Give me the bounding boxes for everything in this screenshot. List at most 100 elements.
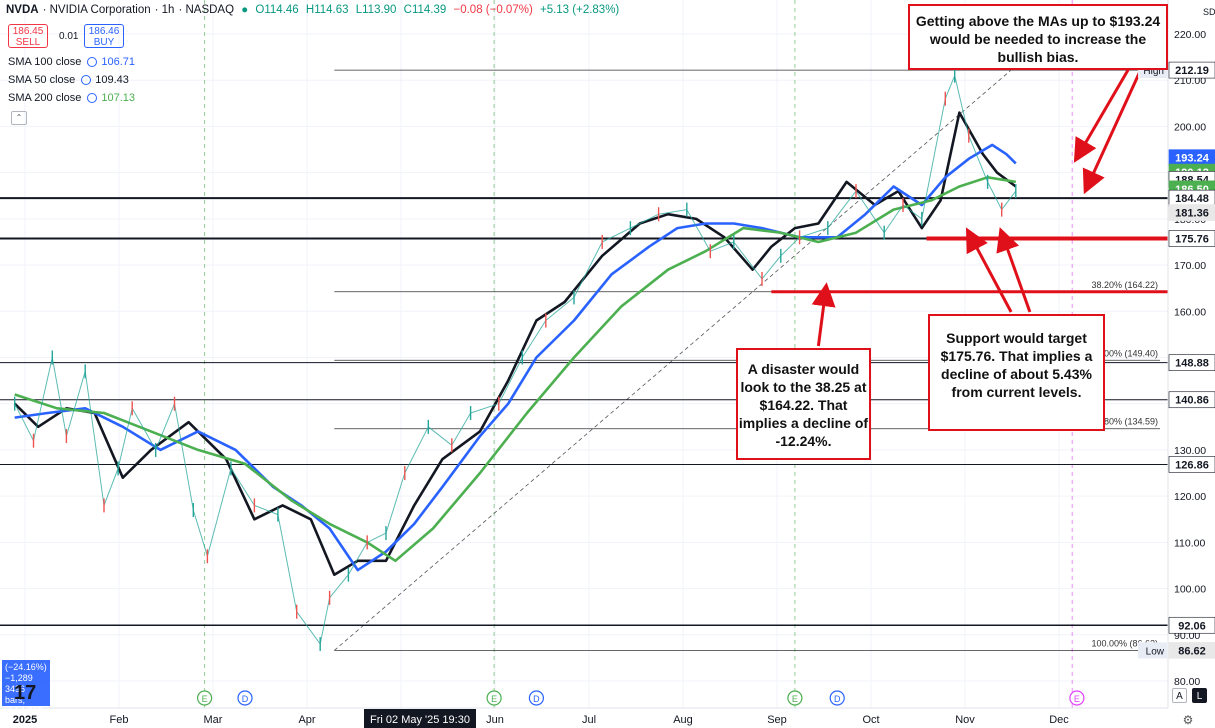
- event-marker-icon: [237, 690, 253, 706]
- visibility-icon[interactable]: [87, 57, 98, 67]
- time-tick-label: 2025: [13, 714, 37, 726]
- indicator-value: 106.71: [101, 56, 136, 68]
- price-axis-tag: [1168, 61, 1215, 79]
- time-tick-label: Mar: [204, 714, 223, 726]
- price-axis-value: 86.62: [1178, 645, 1206, 657]
- time-tick-label: Dec: [1049, 714, 1069, 726]
- settings-gear-icon: ⚙: [1183, 713, 1194, 727]
- price-axis-value: 148.88: [1175, 358, 1209, 370]
- stats-change: (−24.16%) −1,289: [5, 662, 47, 683]
- chart-legend: NVDA · NVIDIA Corporation · 1h · NASDAQ ● O…: [6, 4, 620, 16]
- indicator-label: SMA 100 close: [8, 56, 82, 68]
- price-axis-value: 126.86: [1175, 459, 1209, 471]
- range-stats-box: (−24.16%) −1,289 3496 bars, Vol 4.268: [2, 660, 50, 716]
- event-marker-icon: [829, 690, 845, 706]
- fib-trend-line: [334, 69, 1012, 651]
- price-tick-label: 160.00: [1174, 306, 1206, 318]
- interval-label[interactable]: 1h: [161, 4, 175, 16]
- indicator-sma-50[interactable]: SMA 50 close 109.43: [8, 74, 129, 86]
- event-marker-letter: E: [1074, 694, 1080, 704]
- annotation-disaster: A disaster would look to the 38.25 at $1…: [736, 348, 871, 460]
- market-status-icon: ●: [241, 4, 249, 16]
- price-note-bg: [1138, 642, 1167, 659]
- time-tick-label: Jun: [486, 714, 504, 726]
- time-tick-label: Aug: [673, 714, 693, 726]
- price-axis-value: 140.86: [1175, 395, 1209, 407]
- price-axis-tag: [1168, 354, 1215, 371]
- stats-volume: Vol 4.268: [5, 706, 43, 716]
- visibility-icon[interactable]: [87, 93, 98, 103]
- auto-scale-button[interactable]: A: [1172, 688, 1187, 703]
- price-tick-label: 200.00: [1174, 121, 1206, 133]
- series-layer: [13, 68, 1017, 652]
- time-tick-label: Feb: [110, 714, 129, 726]
- indicator-sma-100[interactable]: SMA 100 close 106.71: [8, 56, 135, 68]
- price-axis-tag: [1168, 230, 1215, 247]
- indicator-sma-200[interactable]: SMA 200 close 107.13: [8, 92, 135, 104]
- price-axis-tag: [1168, 204, 1215, 221]
- price-axis-value: 92.06: [1178, 620, 1206, 632]
- price-tick-label: 110.00: [1174, 537, 1205, 549]
- stats-bars: 3496 bars,: [5, 684, 26, 705]
- collapse-legend-button[interactable]: ⌃: [11, 111, 27, 125]
- fib-level-label: 38.20% (164.22): [1091, 280, 1158, 290]
- fib-level-label: 00% (149.40): [1104, 348, 1158, 358]
- tradingview-logo[interactable]: 17: [14, 682, 37, 704]
- time-tick-label: Oct: [862, 714, 879, 726]
- buy-label: BUY: [93, 37, 115, 48]
- crosshair-time-label: Fri 02 May '25 19:30: [370, 714, 470, 726]
- time-tick-label: Nov: [955, 714, 975, 726]
- price-axis-value: 193.24: [1175, 153, 1210, 165]
- indicator-value: 109.43: [95, 74, 129, 86]
- annotation-bullish-bias: Getting above the MAs up to $193.24 woul…: [908, 4, 1168, 70]
- currency-label: SD: [1203, 7, 1215, 17]
- log-scale-button[interactable]: L: [1192, 688, 1207, 703]
- series-sma-100-close: [14, 143, 1017, 572]
- price-note-label: High: [1143, 66, 1164, 77]
- event-marker-letter: D: [533, 694, 540, 704]
- event-marker-letter: E: [792, 694, 798, 704]
- company-name: NVIDIA Corporation: [49, 4, 151, 16]
- ohlc-close: C114.39: [403, 4, 447, 16]
- annotation-arrow: [811, 282, 836, 347]
- sell-button[interactable]: 186.45 SELL: [8, 24, 48, 48]
- event-marker-icon: [528, 690, 545, 706]
- fib-level-label: 80% (134.59): [1104, 417, 1158, 427]
- price-axis-tag: [1168, 616, 1215, 634]
- grid-layer: [0, 0, 1168, 708]
- indicator-label: SMA 200 close: [8, 92, 82, 104]
- series-sma-50-close: [13, 111, 1017, 577]
- price-tick-label: 130.00: [1174, 445, 1206, 457]
- ohlc-low: L113.90: [355, 4, 397, 16]
- price-tick-label: 100.00: [1174, 584, 1206, 596]
- session-change: +5.13 (+2.83%): [539, 4, 620, 16]
- sell-price: 186.45: [12, 26, 44, 37]
- price-tick-label: 220.00: [1174, 29, 1206, 41]
- annotation-arrows: [811, 67, 1142, 347]
- annotation-arrow: [996, 227, 1032, 313]
- ohlc-high: H114.63: [305, 4, 349, 16]
- event-marker-letter: D: [834, 694, 841, 704]
- time-tick-label: Sep: [767, 714, 787, 726]
- indicator-label: SMA 50 close: [8, 74, 76, 86]
- visibility-icon[interactable]: [81, 75, 92, 85]
- annotation-arrow: [1073, 67, 1131, 163]
- price-axis-value: 184.48: [1175, 193, 1209, 205]
- buy-button[interactable]: 186.46 BUY: [84, 24, 124, 48]
- price-axis-value: 175.76: [1175, 233, 1209, 245]
- annotation-support: Support would target $175.76. That impli…: [928, 314, 1105, 431]
- symbol-label[interactable]: NVDA: [6, 4, 39, 16]
- event-marker-letter: D: [242, 694, 249, 704]
- price-axis-value: 181.36: [1175, 208, 1209, 220]
- series-sma-200-close: [14, 176, 1017, 563]
- annotation-arrow: [965, 227, 1013, 313]
- indicator-value: 107.13: [101, 92, 136, 104]
- time-tick-label: Apr: [298, 714, 315, 726]
- price-axis-tag: [1168, 642, 1215, 659]
- buy-price: 186.46: [88, 26, 120, 37]
- spread-value: 0.01: [59, 31, 79, 42]
- exchange-label: NASDAQ: [185, 4, 235, 16]
- annotation-arrow: [1082, 69, 1142, 195]
